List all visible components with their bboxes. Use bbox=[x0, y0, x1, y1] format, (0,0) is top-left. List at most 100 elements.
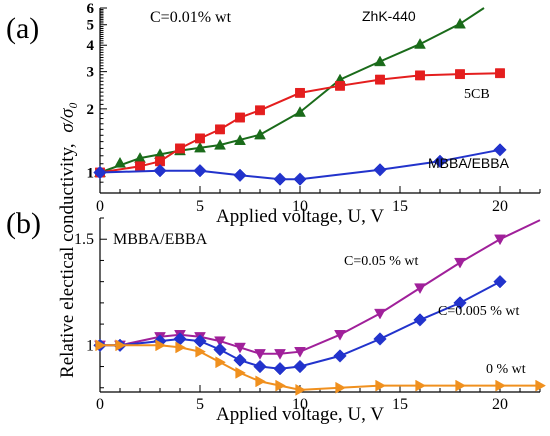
panel-1-series-2-point bbox=[115, 339, 127, 352]
panel-1-series-2-point bbox=[155, 339, 167, 352]
panel-0-y-tick-label: 5 bbox=[87, 18, 95, 34]
panel-1-series-2-point bbox=[195, 345, 207, 358]
panel-1-series-2-point bbox=[335, 381, 347, 394]
panel-1-series-1-point bbox=[253, 359, 267, 374]
panel-0-series-2-point bbox=[233, 168, 247, 182]
y-axis-label-symbol: σ/σ₀ bbox=[57, 102, 78, 133]
panel-0-series-0-point bbox=[374, 55, 386, 67]
panel-0-series-0-point bbox=[194, 141, 206, 153]
panel-1-series-2-point bbox=[415, 379, 427, 392]
panel-1-series-1-point bbox=[273, 361, 287, 376]
panel-1-x-tick-label: 0 bbox=[96, 396, 104, 413]
panel-0-series-1-point bbox=[135, 161, 145, 172]
panel-1-series-line-0 bbox=[100, 219, 541, 355]
panel-1-series-0-point bbox=[294, 347, 306, 358]
panel-1-series-0-point bbox=[274, 349, 286, 360]
panel-1-series-1-point bbox=[373, 332, 387, 346]
panel-a-x-axis-label: Applied voltage, U, V bbox=[216, 206, 384, 227]
panel-1-series-2-point bbox=[455, 379, 467, 392]
panel-0-series-label-2: MBBA/EBBA bbox=[428, 155, 510, 171]
panel-1-series-0-point bbox=[414, 283, 426, 295]
panel-1-series-label-2: 0 % wt bbox=[486, 362, 526, 377]
panel-0-series-1-point bbox=[295, 87, 305, 98]
panel-0-series-2-point bbox=[373, 163, 387, 177]
panel-0-series-1-point bbox=[235, 112, 245, 123]
panel-0-series-2-point bbox=[273, 172, 287, 186]
panel-a-annotation: C=0.01% wt bbox=[150, 9, 232, 26]
panel-1-series-0-point bbox=[494, 234, 506, 246]
panel-1-series-label-1: C=0.005 % wt bbox=[438, 304, 520, 319]
panel-1-series-1-point bbox=[453, 296, 467, 310]
panel-1-series-2-point bbox=[235, 366, 247, 379]
panel-0-series-0-point bbox=[254, 128, 266, 140]
panel-1-y-tick-label: 1.5 bbox=[74, 231, 94, 248]
panel-0-series-2-point bbox=[433, 154, 447, 168]
panel-1-series-2-point bbox=[295, 383, 307, 396]
panel-0-series-1-point bbox=[195, 133, 205, 144]
panel-0-series-2-point bbox=[193, 164, 207, 178]
panel-a-label: (a) bbox=[6, 12, 39, 45]
panel-1-series-1-point bbox=[233, 353, 247, 367]
panel-0-series-0-point bbox=[414, 38, 426, 49]
panel-0-y-tick-label: 4 bbox=[87, 38, 95, 54]
panel-1-series-0-point bbox=[374, 308, 386, 320]
panel-1-series-1-point bbox=[193, 334, 207, 348]
panel-b-x-axis-label: Applied voltage, U, V bbox=[216, 404, 384, 425]
panel-0-series-1-point bbox=[215, 124, 225, 135]
panel-1-series-0-point bbox=[254, 349, 266, 360]
panel-1-series-0-point bbox=[454, 257, 466, 269]
panel-1-x-tick-label: 5 bbox=[196, 396, 204, 413]
y-axis-label: Relative electical conductivity, σ/σ₀ bbox=[57, 102, 78, 378]
panel-1-series-2-point bbox=[215, 356, 227, 369]
panel-b: (b) MBBA/EBBA Applied voltage, U, V 0 5 10… bbox=[6, 207, 547, 425]
panel-0-x-tick-label: 15 bbox=[392, 198, 408, 215]
panel-0-series-0-point bbox=[454, 17, 466, 29]
panel-0-series-1-point bbox=[375, 74, 385, 85]
panel-1-x-tick-label: 10 bbox=[292, 396, 308, 413]
panel-1-series-2-point bbox=[495, 379, 507, 392]
panel-0-series-line-0 bbox=[99, 7, 485, 174]
panel-1-series-1-point bbox=[293, 359, 307, 374]
panel-0-series-1-point bbox=[455, 69, 465, 80]
panel-1-series-line-2 bbox=[100, 344, 540, 391]
panel-0-series-0-point bbox=[114, 156, 126, 168]
panel-a: (a) C=0.01% wt Applied voltage, U, V 0 5 1… bbox=[6, 1, 541, 227]
panel-1-series-1-point bbox=[413, 313, 427, 327]
panel-0-series-label-0: ZhK-440 bbox=[362, 8, 416, 24]
panel-0-x-tick-label: 0 bbox=[96, 198, 104, 215]
panel-0-y-tick-label: 3 bbox=[87, 65, 95, 81]
panel-0-series-2-point bbox=[93, 165, 107, 180]
panel-b-label: (b) bbox=[6, 207, 41, 240]
panel-0-series-1-point bbox=[255, 105, 265, 116]
panel-0-x-tick-label: 10 bbox=[292, 198, 308, 215]
panel-0-series-2-point bbox=[153, 164, 167, 178]
panel-1-x-tick-label: 15 bbox=[392, 396, 408, 413]
panel-0-x-tick-label: 5 bbox=[196, 198, 204, 215]
panel-0-series-2-point bbox=[293, 172, 307, 186]
panel-1-series-0-point bbox=[334, 330, 346, 341]
panel-1-series-2-point bbox=[95, 339, 107, 352]
panel-1-series-2-point bbox=[535, 379, 547, 392]
panel-1-series-1-point bbox=[333, 349, 347, 363]
panel-b-annotation: MBBA/EBBA bbox=[113, 231, 208, 248]
panel-1-series-1-point bbox=[213, 342, 227, 357]
panel-1-series-1-point bbox=[493, 274, 507, 289]
panel-1-series-0-point bbox=[214, 336, 226, 348]
panel-0-series-0-point bbox=[294, 106, 306, 117]
panel-1-series-2-point bbox=[275, 379, 287, 392]
panel-0-y-tick-label: 1 bbox=[87, 166, 95, 182]
panel-1-y-tick-label: 1 bbox=[86, 337, 94, 354]
panel-0-series-1-point bbox=[335, 80, 345, 91]
panel-0-series-1-point bbox=[155, 156, 165, 167]
panel-0-series-1-point bbox=[175, 143, 185, 154]
panel-0-series-2-point bbox=[493, 143, 507, 157]
panel-0-y-tick-label: 6 bbox=[87, 1, 95, 17]
panel-1-series-2-point bbox=[175, 341, 187, 354]
panel-1-x-tick-label: 20 bbox=[492, 396, 508, 413]
panel-0-y-tick-label: 2 bbox=[87, 102, 95, 118]
panel-0-series-label-1: 5CB bbox=[464, 87, 490, 102]
panel-1-series-2-point bbox=[255, 375, 267, 388]
panel-1-series-0-point bbox=[234, 342, 246, 354]
panel-0-series-0-point bbox=[234, 134, 246, 145]
